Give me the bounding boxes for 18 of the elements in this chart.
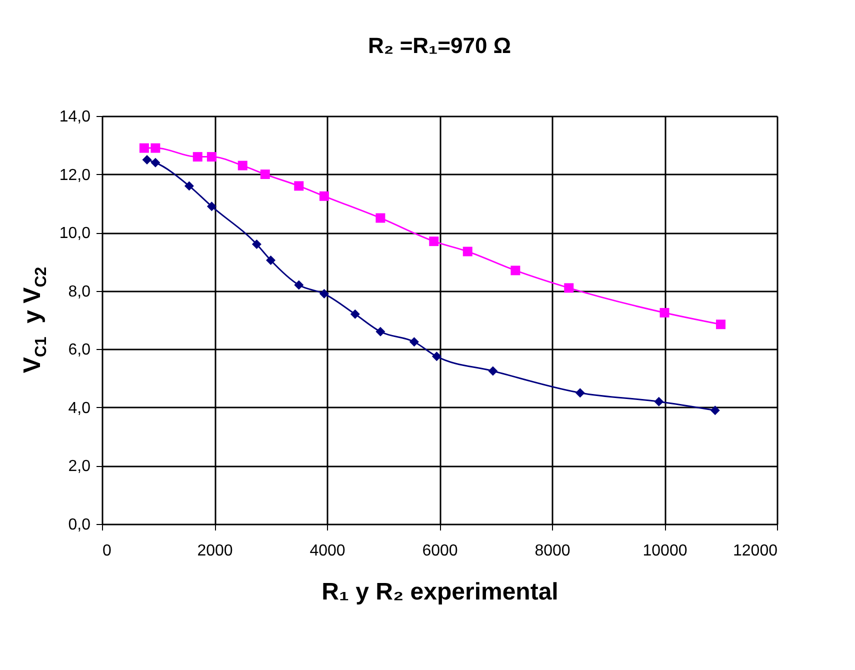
y-tick-label: 4,0: [68, 400, 91, 417]
x-tick-label: 8000: [534, 542, 570, 560]
y-tick-label: 2,0: [68, 458, 91, 476]
y-tick-label: 10,0: [59, 225, 91, 242]
x-tick-label: 4000: [310, 542, 346, 560]
y-tick-label: 6,0: [68, 342, 91, 359]
y-tick-label: 12,0: [59, 166, 91, 184]
x-axis-title: R₁ y R₂ experimental: [322, 578, 558, 606]
x-tick-label: 6000: [422, 542, 458, 560]
y-tick-label: 8,0: [68, 283, 91, 300]
x-tick-label: 0: [102, 542, 112, 560]
x-tick-label: 10000: [642, 542, 688, 560]
chart-title: R₂ =R₁=970 Ω: [368, 33, 511, 58]
y-tick-label: 14,0: [59, 108, 91, 126]
y-tick-label: 0,0: [68, 516, 91, 534]
y-axis-title: VC1 y VC2: [19, 266, 50, 374]
x-tick-label: 2000: [197, 542, 233, 560]
x-tick-label: 12000: [733, 542, 778, 560]
